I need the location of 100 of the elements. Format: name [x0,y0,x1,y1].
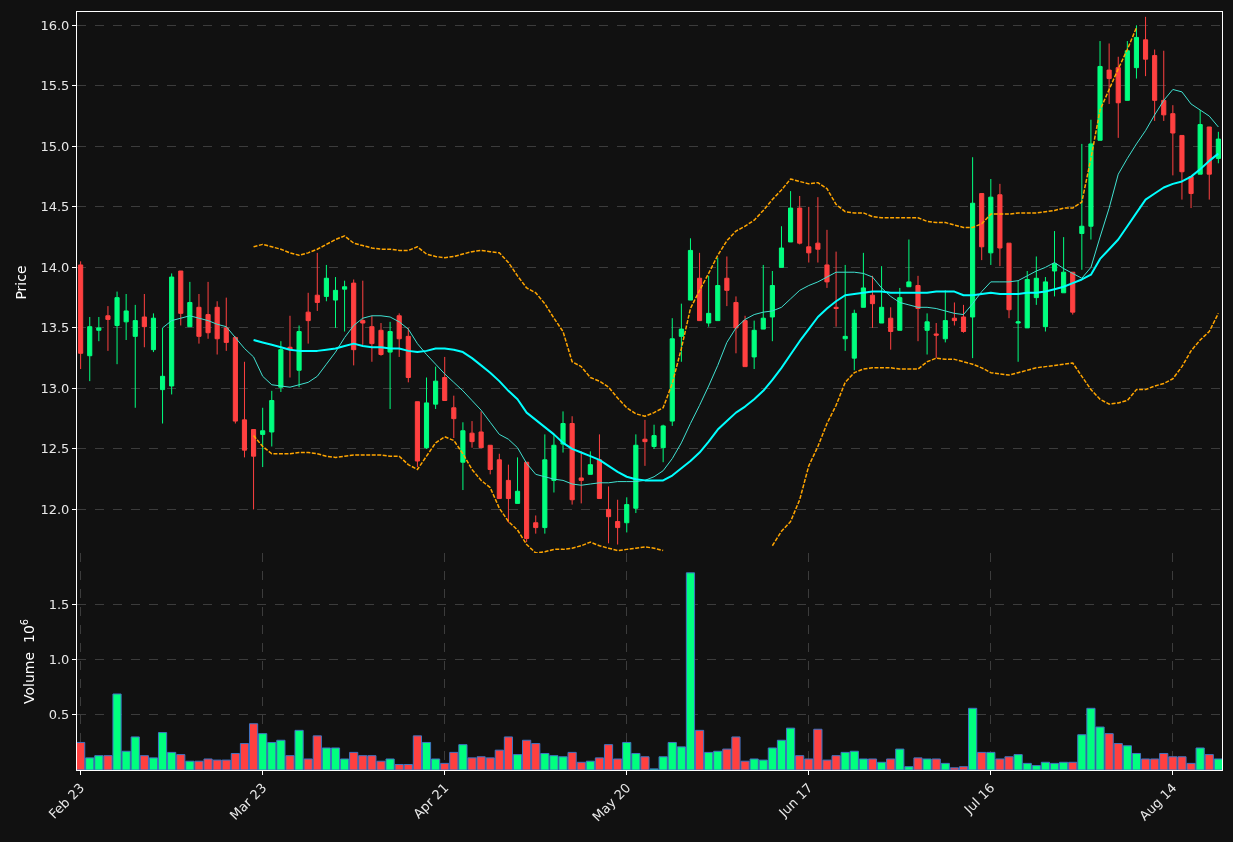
candlestick [942,289,948,343]
candlestick [860,252,866,308]
candlestick [460,421,466,491]
candlestick [797,195,803,245]
candlestick [906,239,912,288]
candlestick [1097,40,1103,141]
candlestick [442,356,448,401]
candlestick [615,499,621,546]
candlestick [833,251,839,328]
line-series [162,88,1219,486]
candlestick [1124,40,1130,101]
candlestick [114,291,120,365]
y-tick-label: 12.5 [40,441,70,457]
candlestick [478,410,484,449]
x-tick-label: Apr 21 [410,780,452,822]
candlestick [1133,24,1140,80]
candlestick [1188,176,1194,209]
candlestick [687,237,694,301]
candlestick [933,322,939,359]
candlestick [169,272,175,395]
candlestick [715,257,721,322]
candlestick [323,264,329,302]
candlestick [1179,134,1185,201]
y-tick-label: 13.5 [40,320,70,336]
y-tick-label: 12.0 [40,501,70,517]
candlestick [1152,49,1158,122]
candlestick [742,315,748,368]
candlestick [187,281,193,328]
y-tick-label: 16.0 [40,17,70,33]
candlestick [551,433,557,493]
candlestick [469,420,475,449]
x-tick-label: Feb 23 [45,780,88,822]
candlestick [542,433,548,535]
candlestick [205,281,211,340]
candlestick [815,196,821,264]
candlestick [696,252,703,322]
candlestick [159,327,166,424]
candlestick [132,304,138,409]
x-tick-label: Aug 14 [1136,780,1180,824]
y-tick-label: 14.0 [40,259,70,275]
candlestick [378,322,384,357]
candlestick [414,401,420,468]
candlestick [451,395,457,439]
candlestick [897,287,903,331]
candlestick [296,324,302,388]
candlestick [305,292,311,345]
candlestick [678,303,684,363]
candlestick [569,415,575,506]
candlestick [223,297,229,352]
candlestick [633,433,639,514]
candlestick [278,340,284,393]
x-tick-label: Jun 17 [775,780,816,821]
candlestick [869,275,876,329]
candlestick [1197,109,1203,175]
line-series [252,26,1138,417]
candlestick [260,407,266,468]
candlestick [824,229,830,289]
candlestick [806,206,812,264]
candlestick [105,305,111,352]
candlestick [924,312,930,356]
candlestick [487,444,493,475]
candlestick [1079,143,1085,271]
candlestick [1024,270,1030,329]
candlestick [1106,42,1112,105]
candlestick [342,280,348,333]
candlestick [1006,242,1012,319]
candlestick [760,264,766,330]
x-tick-label: Mar 23 [226,780,270,823]
candlestick [851,309,857,371]
candlestick [150,312,157,353]
candlestick [879,265,885,324]
candlestick [496,453,502,500]
candlestick [123,293,129,341]
candlestick [360,280,366,346]
candlestick [988,178,994,266]
candlestick [578,450,584,504]
candlestick [778,225,785,268]
y-tick-label: 0.5 [48,707,70,723]
candlestick [96,316,102,342]
candlestick [396,312,402,358]
candlestick [1206,126,1212,201]
candlestick [888,306,894,351]
candlestick [560,410,566,454]
candlestick [624,496,630,533]
candlestick [533,514,539,535]
candlestick [1051,230,1058,297]
candlestick [287,315,293,379]
candlestick [1161,50,1167,122]
candlestick [706,275,712,328]
candlestick [669,317,675,427]
y-tick-label: 13.0 [40,380,70,396]
candlestick [733,295,739,354]
candlestick [997,183,1003,267]
candlestick [1115,56,1121,139]
candlestick [979,193,985,261]
candlestick [1215,131,1221,164]
candlestick [214,300,220,356]
candlestick [1170,104,1176,176]
candlestick [178,270,184,326]
candlestick [78,260,84,370]
